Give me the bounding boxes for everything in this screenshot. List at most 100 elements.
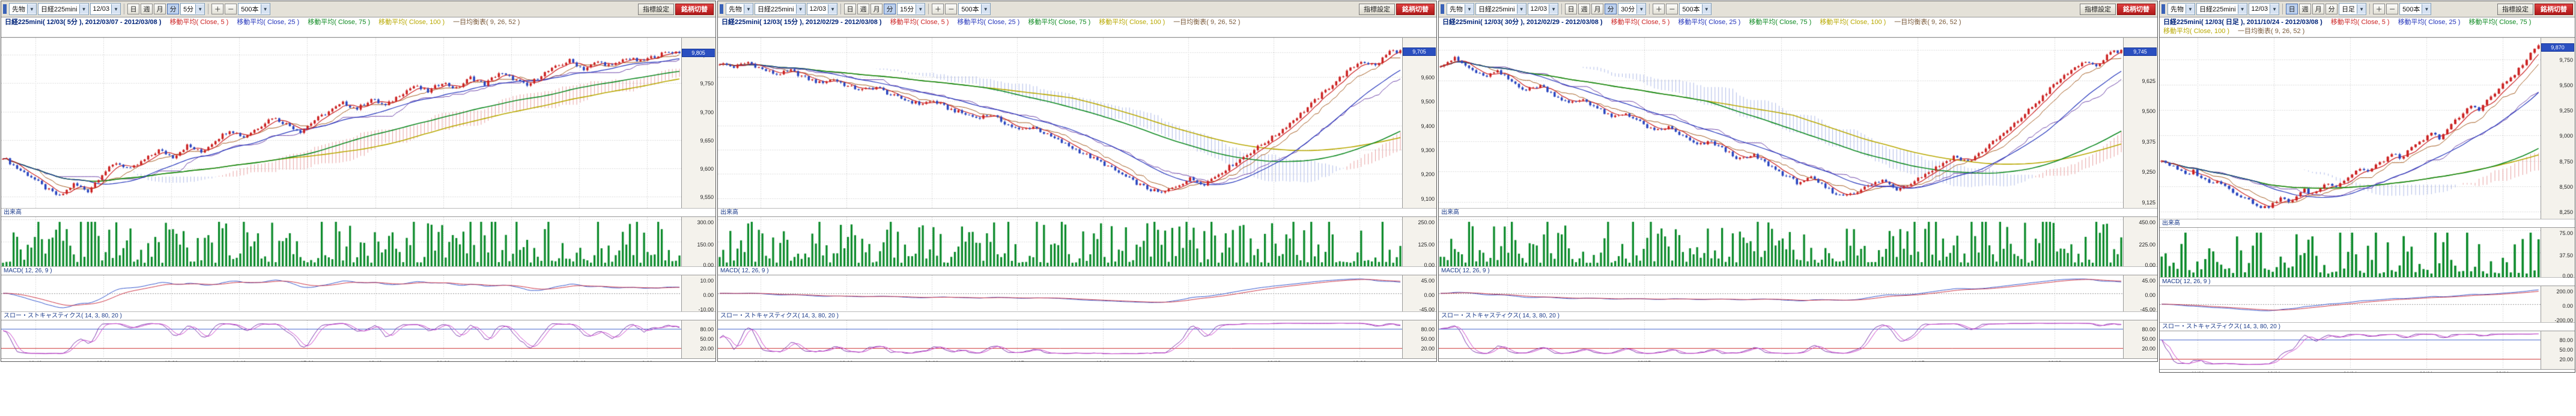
macd-chart-canvas[interactable] (1439, 275, 2123, 311)
period-button-1[interactable]: 週 (2299, 4, 2312, 14)
toolbar-separator (2282, 4, 2283, 14)
indicator-legend-item: 移動平均( Close, 25 ) (2398, 19, 2461, 26)
symbol-switch-button[interactable]: 銘柄切替 (2117, 3, 2155, 15)
period-button-3[interactable]: 分 (884, 4, 896, 14)
period-button-3[interactable]: 分 (1605, 4, 1617, 14)
symbol-switch-button[interactable]: 銘柄切替 (2535, 3, 2573, 15)
indicator-settings-button[interactable]: 指標設定 (2497, 3, 2533, 15)
axis-tick-label: 9,300 (1421, 147, 1435, 153)
period-button-2[interactable]: 月 (154, 4, 166, 14)
market-select[interactable]: 先物 ▼ (1447, 3, 1474, 15)
period-button-2[interactable]: 月 (2312, 4, 2325, 14)
indicator-settings-button[interactable]: 指標設定 (638, 3, 674, 15)
indicator-settings-button[interactable]: 指標設定 (2080, 3, 2116, 15)
symbol-select[interactable]: 日経225mini ▼ (2196, 3, 2247, 15)
zoom-out-button[interactable]: － (1666, 4, 1678, 14)
symbol-switch-button[interactable]: 銘柄切替 (675, 3, 714, 15)
contract-select[interactable]: 12/03 ▼ (2248, 3, 2280, 15)
period-button-3[interactable]: 分 (2325, 4, 2338, 14)
macd-chart-canvas[interactable] (718, 275, 1402, 311)
dropdown-arrow-icon: ▼ (1701, 4, 1711, 14)
price-chart-canvas[interactable] (718, 38, 1402, 208)
price-chart-canvas[interactable] (2160, 38, 2541, 219)
x-axis-label: 20:00 (925, 360, 939, 361)
symbol-select-value: 日経225mini (2199, 6, 2236, 13)
axis-tick-label: -10.00 (698, 307, 714, 313)
period-button-2[interactable]: 月 (1591, 4, 1604, 14)
stoch-chart-canvas[interactable] (718, 320, 1402, 358)
axis-tick-label: 200.00 (2556, 289, 2573, 295)
volume-chart-canvas[interactable] (1, 217, 681, 266)
zoom-in-button[interactable]: ＋ (1653, 4, 1665, 14)
symbol-select[interactable]: 日経225mini ▼ (755, 3, 806, 15)
symbol-switch-button[interactable]: 銘柄切替 (1396, 3, 1435, 15)
market-select[interactable]: 先物 ▼ (726, 3, 753, 15)
axis-tick-label: 225.00 (2139, 242, 2155, 248)
period-button-2[interactable]: 月 (870, 4, 883, 14)
period-button-1[interactable]: 週 (141, 4, 153, 14)
zoom-in-button[interactable]: ＋ (211, 4, 224, 14)
macd-chart-canvas[interactable] (1, 275, 681, 311)
period-button-1[interactable]: 週 (1578, 4, 1591, 14)
symbol-select[interactable]: 日経225mini ▼ (1475, 3, 1526, 15)
market-select[interactable]: 先物 ▼ (9, 3, 37, 15)
stoch-chart-canvas[interactable] (2160, 331, 2541, 369)
volume-section-label: 出来高 (2160, 219, 2575, 227)
window-grip-icon (2161, 4, 2165, 14)
indicator-legend: 日経225mini( 12/03( 15分 ), 2012/02/29 - 20… (718, 17, 1436, 37)
period-button-1[interactable]: 週 (857, 4, 870, 14)
interval-select[interactable]: 15分 ▼ (897, 3, 926, 15)
axis-tick-label: 9,550 (700, 194, 714, 201)
chart-title: 日経225mini( 12/03( 30分 ), 2012/02/29 - 20… (1442, 19, 1603, 26)
x-axis-label: 12/01 (2267, 371, 2281, 372)
stoch-pane: 80.00 50.00 20.00 (1439, 320, 2157, 358)
bars-select[interactable]: 500本 ▼ (1679, 3, 1712, 15)
axis-tick-label: 9,000 (2559, 133, 2573, 139)
dropdown-arrow-icon: ▼ (1516, 4, 1526, 14)
axis-tick-label: 8,500 (2559, 183, 2573, 190)
period-button-0[interactable]: 日 (2286, 4, 2298, 14)
period-button-0[interactable]: 日 (1565, 4, 1578, 14)
period-button-0[interactable]: 日 (127, 4, 140, 14)
interval-select[interactable]: 日足 ▼ (2339, 3, 2367, 15)
symbol-select[interactable]: 日経225mini ▼ (38, 3, 89, 15)
bars-select[interactable]: 500本 ▼ (2399, 3, 2432, 15)
price-chart-canvas[interactable] (1439, 38, 2123, 208)
indicator-settings-button[interactable]: 指標設定 (1359, 3, 1395, 15)
last-price-badge: 9,870 (2541, 43, 2574, 52)
contract-select[interactable]: 12/03 ▼ (806, 3, 838, 15)
x-axis-label: 17:20 (300, 360, 314, 361)
market-select[interactable]: 先物 ▼ (2167, 3, 2195, 15)
chart-toolbar: 先物 ▼ 日経225mini ▼ 12/03 ▼ 日週月分日足 ▼ ＋－ 500本 ▼ 指標設定 銘柄切… (2160, 1, 2575, 17)
bars-select[interactable]: 500本 ▼ (958, 3, 991, 15)
zoom-out-button[interactable]: － (225, 4, 237, 14)
price-chart-canvas[interactable] (1, 38, 681, 208)
zoom-out-button[interactable]: － (2386, 4, 2399, 14)
chart-toolbar: 先物 ▼ 日経225mini ▼ 12/03 ▼ 日週月分 30分 ▼ ＋－ 500本 ▼ 指標設定 銘柄… (1439, 1, 2157, 17)
contract-select[interactable]: 12/03 ▼ (90, 3, 121, 15)
x-axis-label: 14:40 (232, 360, 246, 361)
stoch-chart-canvas[interactable] (1439, 320, 2123, 358)
bars-select[interactable]: 500本 ▼ (238, 3, 270, 15)
axis-tick-label: 150.00 (697, 242, 714, 248)
zoom-out-button[interactable]: － (945, 4, 958, 14)
x-axis-label: 03/06 (1774, 360, 1788, 361)
zoom-in-button[interactable]: ＋ (932, 4, 944, 14)
axis-tick-label: 0.00 (703, 292, 714, 298)
x-axis-label: 03/07 (1010, 360, 1024, 361)
zoom-in-button[interactable]: ＋ (2373, 4, 2386, 14)
macd-chart-canvas[interactable] (2160, 286, 2541, 322)
interval-select[interactable]: 30分 ▼ (1618, 3, 1647, 15)
period-button-3[interactable]: 分 (167, 4, 180, 14)
period-button-0[interactable]: 日 (844, 4, 857, 14)
axis-tick-label: 9,125 (2142, 199, 2155, 206)
contract-select[interactable]: 12/03 ▼ (1527, 3, 1559, 15)
volume-chart-canvas[interactable] (2160, 228, 2541, 277)
volume-chart-canvas[interactable] (718, 217, 1402, 266)
x-axis: 11/01 12/01 01/04 02/01 03/01 (2160, 369, 2575, 372)
interval-select-value: 30分 (1621, 6, 1635, 13)
interval-select[interactable]: 5分 ▼ (180, 3, 205, 15)
indicator-legend-item: 一目均衡表( 9, 26, 52 ) (2238, 28, 2305, 35)
stoch-chart-canvas[interactable] (1, 320, 681, 358)
volume-chart-canvas[interactable] (1439, 217, 2123, 266)
